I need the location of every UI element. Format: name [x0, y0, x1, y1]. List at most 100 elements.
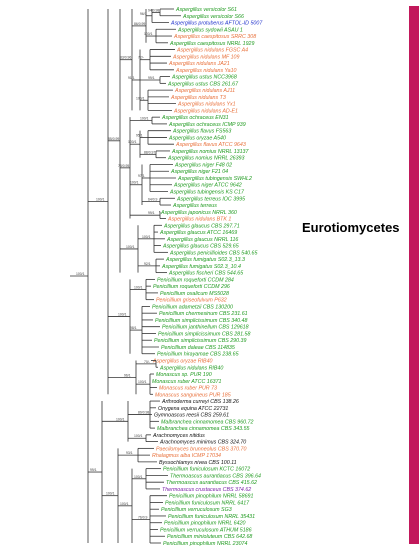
taxon-label: Penicillium pinophilum NRRL 6420: [164, 521, 246, 527]
taxon-label: Penicillium janthinellum CBS 129618: [162, 325, 249, 331]
taxon-label: Aspergillus nidulans RIB40: [159, 365, 223, 371]
taxon-label: Aspergillus niger F48 02: [174, 162, 232, 168]
taxon-label: Aspergillus fumigatus S02.3_13.3: [165, 257, 245, 263]
taxon-label: Aspergillus terreus IOC 3995: [176, 196, 245, 202]
taxon-label: Aspergillus glaucus CBS 529.65: [162, 244, 239, 250]
support-value: 92/1: [144, 262, 151, 266]
taxon-label: Thermoascus crustaceus CBS 374.62: [162, 487, 251, 493]
taxon-label: Aspergillus glaucus NRRL 116: [166, 237, 238, 243]
taxon-label: Aspergillus versicolor S66: [182, 14, 244, 20]
support-value: 89/0.98: [138, 411, 149, 415]
taxon-label: Penicillium oxalicum MS5028: [160, 291, 229, 297]
taxon-label: Aspergillus nomius NRRL 26393: [167, 156, 245, 162]
taxon-label: Arthroderma curreyi CBS 138.26: [161, 399, 239, 405]
support-value: 95/1: [136, 133, 143, 137]
taxon-label: Monascus ruber ATCC 16371: [152, 379, 222, 385]
taxon-label: Penicillium funiculosum KCTC 16072: [163, 467, 250, 473]
taxon-label: Aspergillus nidulans MF 109: [172, 54, 239, 60]
support-value: 100/1: [130, 181, 139, 185]
taxon-label: Aspergillus terreus: [172, 203, 217, 209]
taxon-label: Penicillium pinophilum NRRL 23074: [163, 541, 247, 547]
taxon-label: Penicillium funiculosum NRRL 35431: [168, 514, 255, 520]
taxon-label: Aspergillus protuberus AFTOL-ID 5007: [170, 21, 263, 27]
taxon-label: Penicillium verruculosum ATHUM 5186: [160, 527, 252, 533]
taxon-label: Malbranchea cinnamomea CBS 343.55: [157, 426, 250, 432]
support-value: 100/1: [134, 434, 143, 438]
support-value: 100/1: [128, 140, 137, 144]
taxon-label: Rhalagmus alba ICMP 17034: [152, 453, 221, 459]
support-value: 70/-: [144, 360, 150, 364]
taxon-label: Penicillium simplicissimum CBS 281.58: [158, 331, 250, 337]
taxon-label: Aspergillus nidulans JA21: [168, 61, 230, 67]
support-value: 100/1: [138, 380, 147, 384]
taxon-label: Penicillium pinophilum NRRL 58691: [169, 494, 253, 500]
taxon-label: Penicillium daleae CBS 114835: [161, 345, 235, 351]
support-value: 100/1: [118, 313, 127, 317]
taxon-label: Aspergillus oryzae A540: [168, 135, 226, 141]
taxon-label: Thermoascus aurantiacus CBS 396.64: [170, 473, 261, 479]
support-value: 100/1: [116, 417, 125, 421]
taxon-label: Aspergillus penicillioides CBS 540.65: [169, 250, 258, 256]
taxon-label: Aspergillus caespitosus NRRL 1929: [169, 41, 254, 47]
taxon-label: Aspergillus ustus NCC3968: [171, 75, 237, 81]
taxon-label: Aspergillus nidulans AD-E1: [173, 108, 238, 114]
taxon-label: Penicillium simplicissimum CBS 340.48: [155, 318, 247, 324]
taxon-label: Aspergillus flavus ATCC 9643: [175, 142, 246, 148]
clade-color-bar: [409, 6, 419, 544]
taxon-label: Arachnomyces nitidus: [152, 433, 205, 439]
taxon-label: Penicillium hirayamae CBS 238.65: [157, 352, 239, 358]
support-value: 100/1: [140, 117, 149, 121]
taxon-label: Penicillium funiculosum NRRL 6417: [165, 500, 250, 506]
support-value: 97/1: [138, 174, 145, 178]
taxon-label: Penicillium griseofulvum P632: [156, 298, 227, 304]
taxon-label: Aspergillus glaucus ATCC 16469: [159, 230, 237, 236]
taxon-label: Aspergillus nidulans Ya10: [175, 68, 237, 74]
support-value: 99/1: [90, 468, 97, 472]
taxon-label: Monascus sp. PUR 190: [156, 372, 212, 378]
taxon-label: Aspergillus niger F21 04: [170, 169, 228, 175]
clade-label: Eurotiomycetes: [302, 220, 400, 235]
taxon-label: Aspergillus caespitosus SRRC 308: [173, 34, 256, 40]
taxon-label: Aspergillus ochraceus EN31: [161, 115, 229, 121]
support-value: 76/0.9: [138, 515, 148, 519]
taxon-label: Aspergillus oryzae RIB40: [152, 358, 213, 364]
taxon-label: Aspergillus ochraceus ICMP 939: [168, 122, 246, 128]
taxon-label: Aspergillus sydowii ASAU 1: [177, 27, 243, 33]
support-value: 100/1: [142, 235, 151, 239]
taxon-label: Aspergillus nidulans FGSC A4: [176, 48, 248, 54]
taxon-label: Aspergillus glaucus CBS 297.71: [163, 223, 240, 229]
taxon-label: Aspergillus japonicus NRRL 360: [160, 210, 237, 216]
taxon-label: Aspergillus nomius NRRL 13137: [171, 149, 250, 155]
taxon-label: Gymnoascus reesii CBS 259.61: [154, 413, 229, 419]
taxon-label: Monascus sanguineus PUR 185: [155, 392, 231, 398]
taxon-label: Aspergillus nidulans Yx1: [177, 102, 236, 108]
taxon-label: Paecilomyces brunneolus CBS 370.70: [156, 446, 246, 452]
taxon-label: Penicillium simplicissimum CBS 290.39: [154, 338, 246, 344]
support-value: 83/0.96: [120, 56, 131, 60]
support-value: 96/1: [124, 373, 131, 377]
taxon-label: Penicillium adametzii CBS 130200: [152, 304, 233, 310]
taxon-label: Aspergillus nidulans AJ11: [174, 88, 235, 94]
taxon-label: Penicillium chermesinum CBS 231.61: [159, 311, 248, 317]
support-value: 98/1: [130, 326, 137, 330]
taxon-label: Penicillium roqueforti CCDM 284: [157, 277, 234, 283]
taxon-label: Aspergillus tubingensis KS C17: [169, 190, 245, 196]
taxon-label: Byssochlamys nivea CBS 100.11: [159, 460, 237, 466]
taxon-label: Penicillium minioluteum CBS 642.68: [167, 534, 252, 540]
support-value: 91/1: [128, 76, 135, 80]
taxon-label: Thermoascus aurantiacus CBS 415.62: [166, 480, 257, 486]
taxon-label: Aspergillus versicolor S61: [175, 7, 237, 13]
taxon-label: Aspergillus fumigatus S02.3_10.4: [161, 264, 241, 270]
taxon-label: Malbranchea cinnamomea CBS 960.72: [161, 419, 254, 425]
support-value: 88/0.97: [144, 150, 155, 154]
taxon-label: Aspergillus nidulans T3: [170, 95, 226, 101]
support-value: 100/1: [120, 502, 129, 506]
support-value: 94/0.98: [148, 8, 159, 12]
support-value: 100/1: [106, 492, 115, 496]
support-value: 64/0.9: [148, 198, 158, 202]
support-value: 100/1: [96, 198, 105, 202]
taxon-label: Penicillium verruculosum SG3: [161, 507, 232, 513]
support-value: 100/1: [136, 96, 145, 100]
support-value: 100/1: [134, 286, 143, 290]
support-value: 96/1: [140, 12, 147, 16]
